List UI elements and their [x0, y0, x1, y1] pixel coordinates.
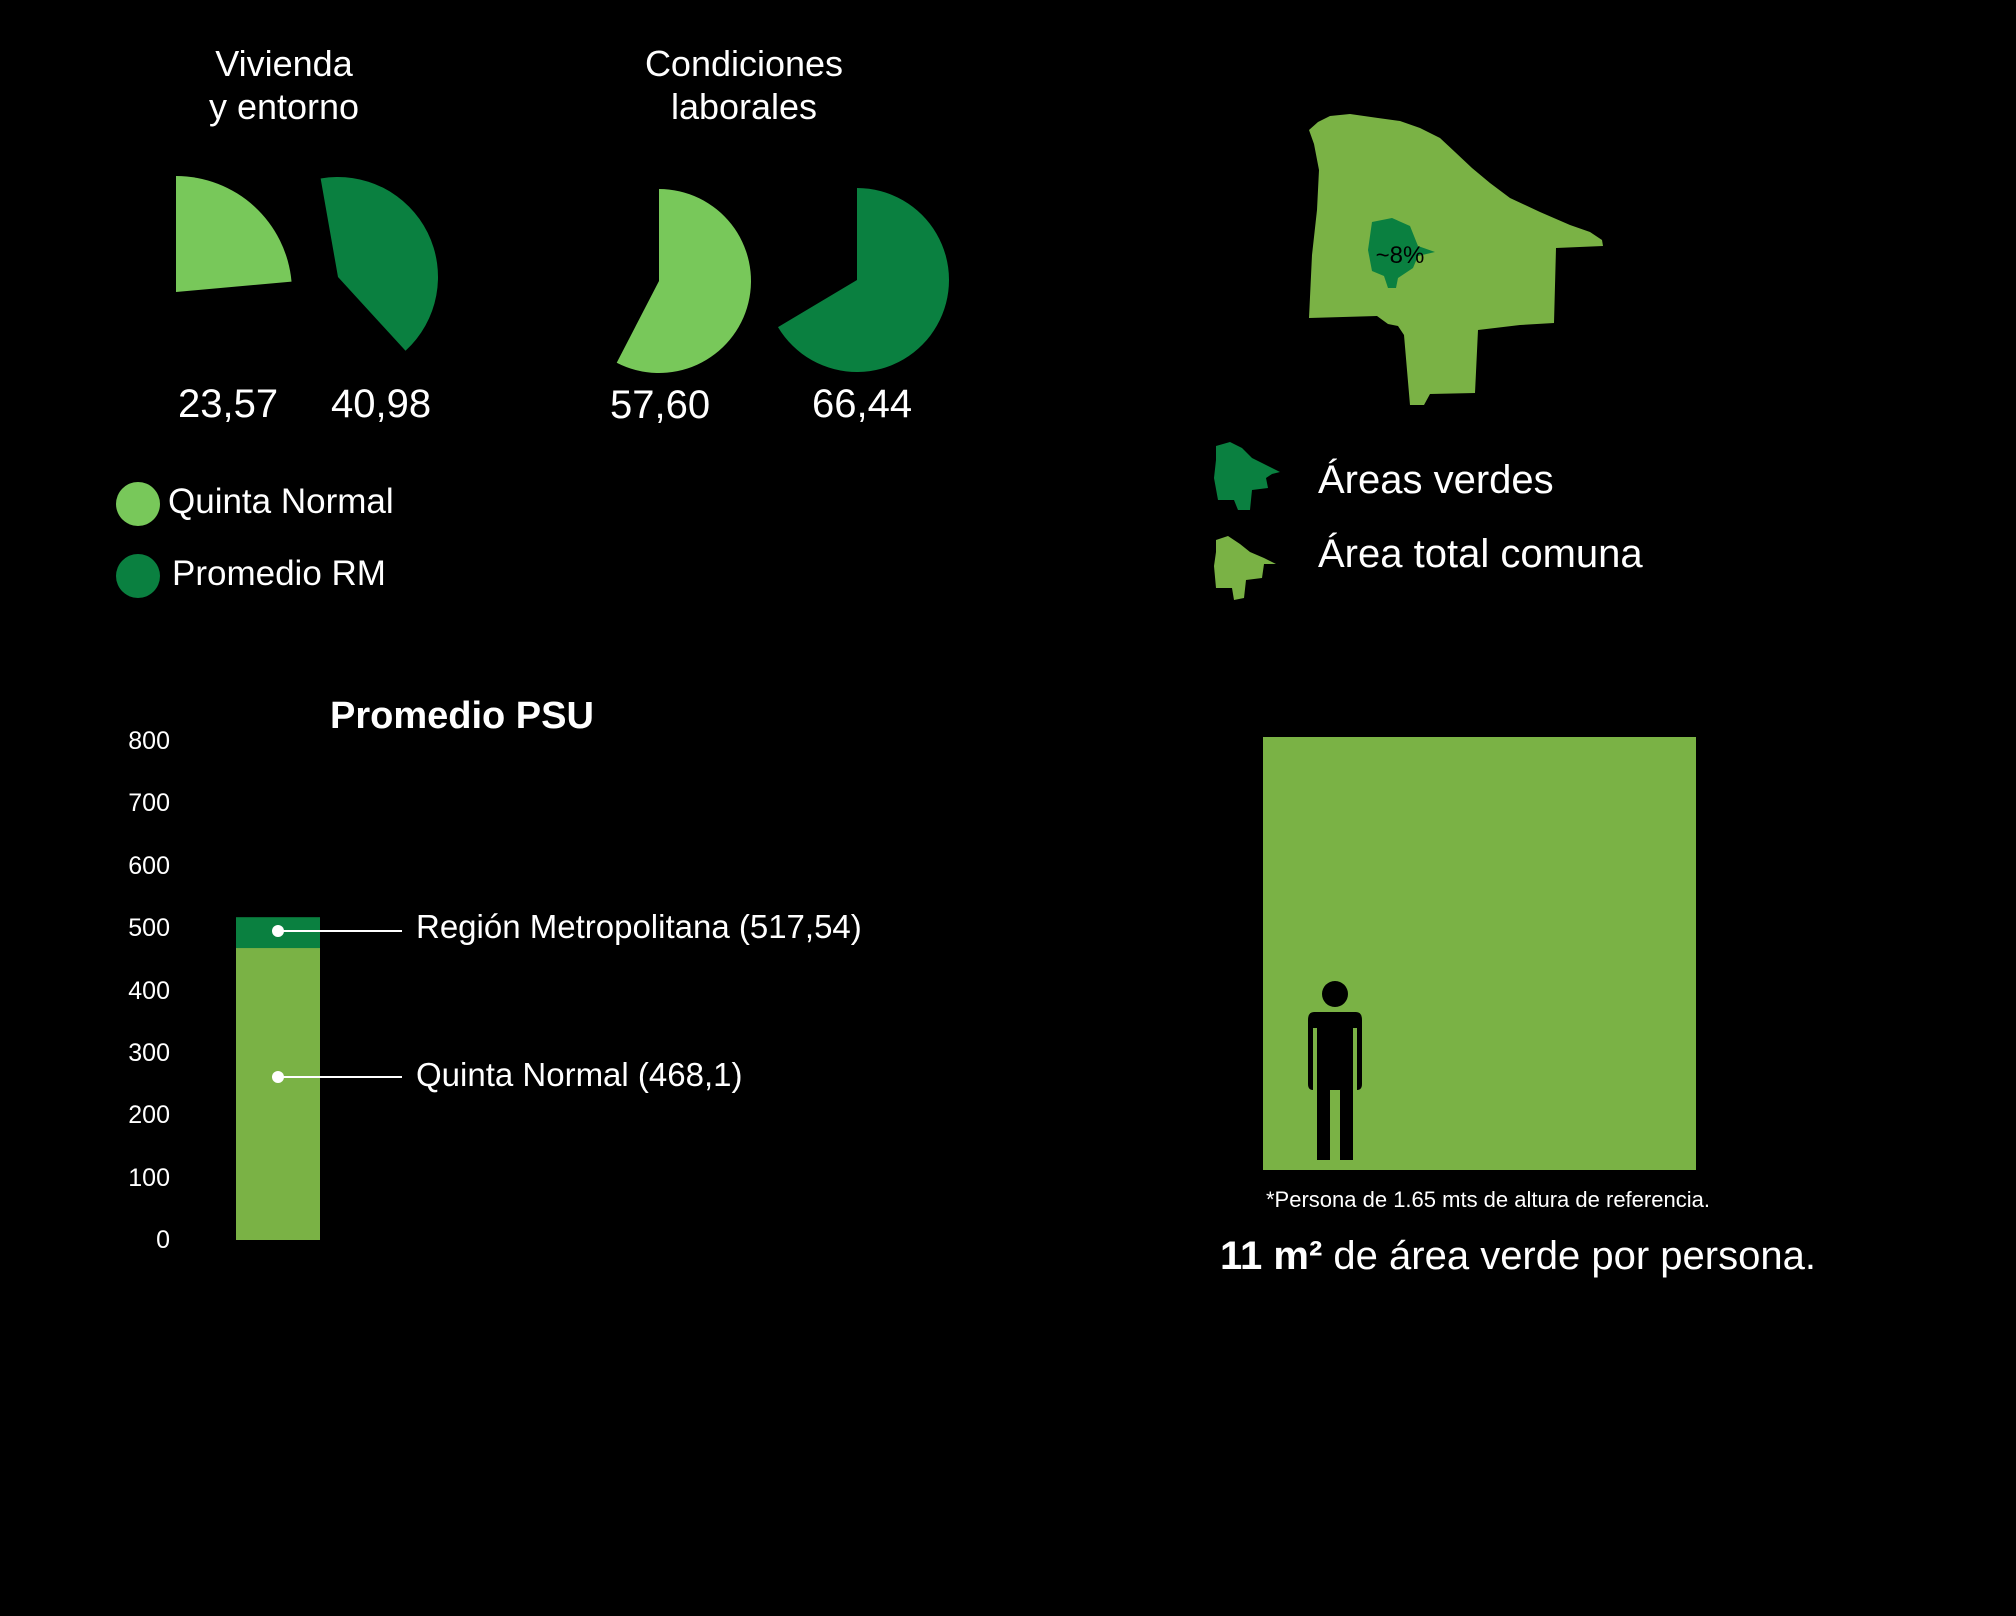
pie-slice-promedio-rm — [777, 188, 950, 372]
map-legend-label-area-total: Área total comuna — [1318, 532, 1643, 576]
psu-y-tick: 200 — [128, 1101, 170, 1130]
psu-y-tick: 600 — [128, 851, 170, 880]
green-area-headline: 11 m² de área verde por persona. — [1220, 1234, 1816, 1279]
psu-y-tick: 500 — [128, 914, 170, 943]
psu-callout-qn-dot — [272, 1071, 284, 1083]
psu-y-tick: 400 — [128, 976, 170, 1005]
psu-y-tick: 0 — [156, 1226, 170, 1254]
person-reference-note: *Persona de 1.65 mts de altura de refere… — [1266, 1187, 1710, 1212]
legend-swatch-quinta-normal — [116, 482, 160, 526]
legend-label-quinta-normal: Quinta Normal — [168, 482, 394, 521]
pie-value-vivienda-rm: 40,98 — [331, 382, 432, 426]
green-area-unit-text: de área verde por persona. — [1322, 1234, 1816, 1278]
pie-title-vivienda: Vivienda y entorno — [208, 43, 360, 127]
green-area-square — [1263, 737, 1696, 1170]
commune-map: ~8% — [1309, 114, 1603, 405]
commune-shape-icon — [1214, 536, 1276, 600]
pie-value-laborales-rm: 66,44 — [812, 382, 913, 426]
psu-y-tick: 800 — [128, 727, 170, 755]
psu-y-tick: 700 — [128, 789, 170, 818]
green-area-percent: ~8% — [1376, 242, 1425, 269]
pie-title-laborales: Condiciones laborales — [644, 43, 844, 127]
psu-bar-quinta-normal — [236, 948, 320, 1240]
commune-area-shape — [1309, 114, 1603, 405]
psu-bar-region-metropolitana — [236, 917, 320, 949]
pie-value-vivienda-qn: 23,57 — [178, 382, 279, 426]
psu-callout-qn: Quinta Normal (468,1) — [416, 1056, 743, 1093]
pie-value-laborales-qn: 57,60 — [610, 383, 711, 427]
commune-shape-icon — [1214, 442, 1280, 510]
psu-y-tick: 100 — [128, 1163, 170, 1192]
psu-callout-rm: Región Metropolitana (517,54) — [416, 908, 862, 945]
green-area-shape — [1368, 218, 1435, 288]
psu-chart-title: Promedio PSU — [330, 695, 594, 737]
pie-slice-quinta-normal — [176, 176, 292, 292]
legend-swatch-promedio-rm — [116, 554, 160, 598]
legend-label-promedio-rm: Promedio RM — [172, 554, 386, 593]
pie-charts — [176, 176, 950, 373]
map-legend-label-areas-verdes: Áreas verdes — [1318, 458, 1554, 502]
person-icon — [1308, 981, 1362, 1160]
pie-slice-promedio-rm — [320, 177, 438, 351]
green-area-value: 11 m² — [1220, 1234, 1323, 1278]
psu-y-tick: 300 — [128, 1038, 170, 1067]
psu-callout-rm-dot — [272, 925, 284, 937]
pie-slice-quinta-normal — [616, 189, 751, 373]
